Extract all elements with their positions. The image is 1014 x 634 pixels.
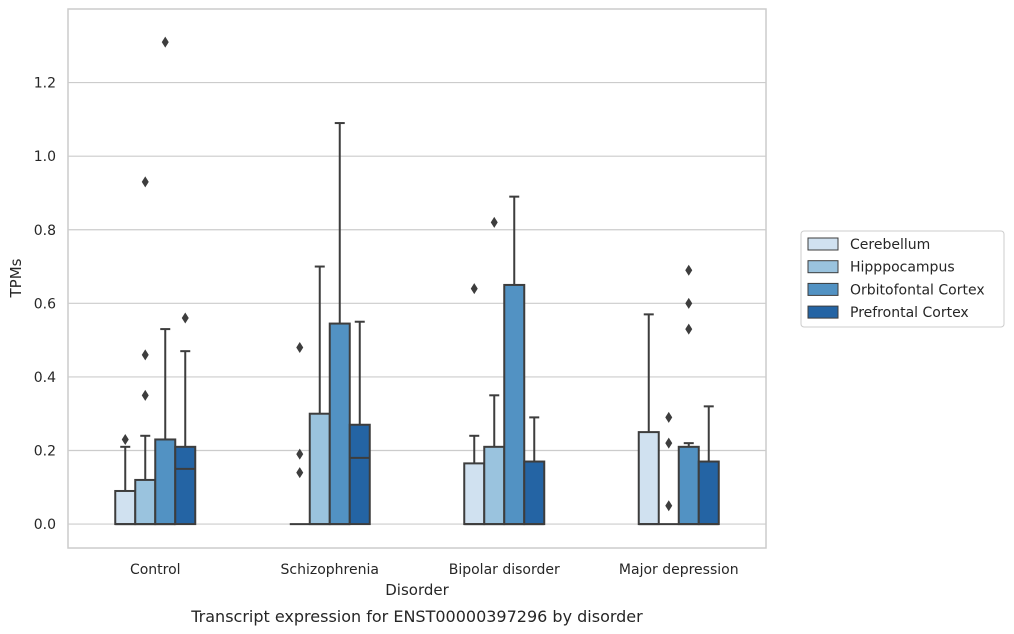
box-element (174, 312, 197, 526)
outlier-point (685, 297, 693, 309)
outlier-point (296, 467, 304, 479)
box-rect (308, 412, 331, 526)
box-element (154, 36, 177, 526)
outlier-point (296, 341, 304, 353)
box-rect (503, 283, 526, 526)
box-element (308, 265, 331, 526)
x-axis-ticks: Control Schizophrenia Bipolar disorder Majo… (130, 562, 739, 578)
plot-area-frame (67, 8, 767, 549)
outlier-point (685, 264, 693, 276)
box-groups (114, 36, 720, 526)
box-rect (523, 460, 546, 526)
outlier-point (685, 323, 693, 335)
legend-label: Prefrontal Cortex (850, 305, 969, 321)
y-tick-label: 0.0 (34, 517, 56, 533)
x-tick-label: Bipolar disorder (449, 562, 560, 578)
box-element (483, 216, 506, 526)
outlier-point (121, 433, 129, 445)
box-element (348, 320, 371, 526)
box-rect (463, 462, 486, 526)
legend-label: Cerebellum (850, 237, 930, 253)
box-rect (174, 445, 197, 526)
box-rect (677, 445, 700, 526)
y-axis-title: TPMs (7, 258, 25, 298)
y-tick-label: 1.2 (34, 76, 56, 92)
box-element (328, 122, 351, 526)
box-rect (328, 322, 351, 526)
x-tick-label: Major depression (619, 562, 739, 578)
legend-swatch (807, 282, 839, 296)
box-element (503, 195, 526, 526)
outlier-point (141, 176, 149, 188)
y-tick-label: 0.6 (34, 296, 56, 312)
x-tick-label: Schizophrenia (281, 562, 379, 578)
outlier-point (141, 349, 149, 361)
y-axis-ticks: 0.0 0.2 0.4 0.6 0.8 1.0 1.2 (34, 76, 56, 534)
box-element (677, 264, 700, 526)
y-tick-label: 0.2 (34, 444, 56, 460)
outlier-point (665, 437, 673, 449)
outlier-point (665, 411, 673, 423)
y-tick-label: 0.8 (34, 223, 56, 239)
box-rect (134, 478, 157, 526)
outlier-point (141, 389, 149, 401)
box-element (463, 283, 486, 526)
outlier-point (665, 500, 673, 512)
outlier-point (470, 283, 478, 295)
legend-swatch (807, 305, 839, 319)
box-rect (348, 423, 371, 526)
box-element (114, 433, 137, 526)
box-element (523, 416, 546, 526)
outlier-point (161, 36, 169, 48)
legend: Cerebellum Hipppocampus Orbitofontal Corte… (800, 230, 1005, 328)
legend-label: Hipppocampus (850, 260, 955, 276)
box-rect (483, 445, 506, 526)
outlier-point (490, 216, 498, 228)
legend-frame (800, 230, 1005, 328)
legend-swatch (807, 237, 839, 251)
x-axis-title: Disorder (385, 581, 449, 599)
box-element (289, 341, 310, 526)
box-rect (114, 489, 137, 526)
box-element (637, 313, 660, 526)
box-rect (697, 460, 720, 526)
outlier-point (296, 448, 304, 460)
box-element (697, 405, 720, 526)
figure-caption: Transcript expression for ENST0000039729… (190, 607, 643, 626)
box-element (134, 176, 157, 526)
outlier-point (181, 312, 189, 324)
box-rect (637, 431, 660, 526)
box-element (658, 411, 679, 526)
legend-label: Orbitofontal Cortex (850, 282, 985, 298)
x-tick-label: Control (130, 562, 181, 578)
y-tick-label: 0.4 (34, 370, 56, 386)
y-tick-label: 1.0 (34, 149, 56, 165)
legend-swatch (807, 260, 839, 274)
box-rect (154, 438, 177, 526)
